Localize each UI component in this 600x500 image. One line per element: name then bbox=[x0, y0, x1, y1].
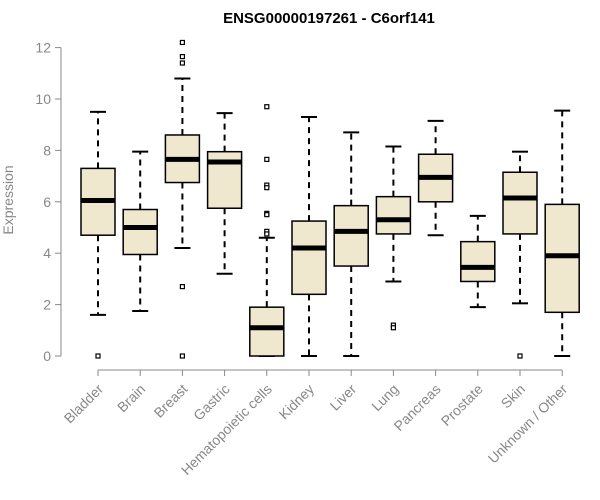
outlier-point bbox=[179, 39, 185, 46]
box-unknown-other bbox=[544, 109, 580, 357]
box-skin bbox=[502, 150, 538, 359]
y-tick-label: 10 bbox=[35, 91, 51, 107]
iqr-box bbox=[122, 208, 158, 256]
iqr-box bbox=[502, 171, 538, 235]
box-bladder bbox=[80, 110, 116, 359]
y-axis: 0 2 4 6 8 10 12 bbox=[35, 40, 62, 364]
x-tick-label: Kidney bbox=[276, 381, 318, 423]
chart-title: ENSG00000197261 - C6orf141 bbox=[223, 10, 435, 27]
y-tick-label: 6 bbox=[43, 194, 51, 210]
box-breast bbox=[164, 39, 201, 359]
outlier-point bbox=[179, 60, 185, 66]
outlier-point bbox=[517, 353, 523, 359]
iqr-box bbox=[333, 204, 369, 267]
box-kidney bbox=[291, 115, 327, 357]
x-tick-label: Unknown / Other bbox=[485, 381, 571, 467]
iqr-box bbox=[249, 306, 285, 357]
x-tick-label: Bladder bbox=[61, 381, 107, 427]
outlier-point bbox=[264, 185, 270, 191]
x-tick-label: Pancreas bbox=[391, 381, 444, 434]
y-axis-label: Expression bbox=[0, 165, 16, 234]
boxes-group bbox=[80, 39, 580, 359]
x-tick-label: Liver bbox=[327, 381, 360, 414]
x-tick-label: Prostate bbox=[438, 381, 486, 429]
box-gastric bbox=[206, 112, 243, 275]
y-tick-label: 4 bbox=[43, 245, 51, 261]
box-prostate bbox=[460, 214, 496, 309]
box-liver bbox=[333, 131, 369, 357]
iqr-box bbox=[544, 203, 580, 314]
outlier-point bbox=[179, 353, 185, 359]
iqr-box bbox=[291, 220, 327, 296]
box-lung bbox=[375, 145, 412, 331]
y-tick-label: 2 bbox=[43, 297, 51, 313]
outlier-point bbox=[264, 104, 270, 110]
outlier-point bbox=[179, 284, 185, 290]
box-pancreas bbox=[417, 119, 454, 237]
outlier-point bbox=[264, 231, 270, 237]
box-hematopoietic-cells bbox=[249, 104, 285, 357]
y-tick-label: 8 bbox=[43, 142, 51, 158]
outlier-point bbox=[95, 353, 101, 359]
iqr-box bbox=[375, 195, 412, 235]
x-tick-label: Skin bbox=[498, 381, 529, 412]
y-tick-label: 0 bbox=[43, 348, 51, 364]
x-tick-label: Lung bbox=[368, 381, 401, 414]
iqr-box bbox=[460, 240, 496, 283]
outlier-point bbox=[179, 53, 185, 60]
outlier-point bbox=[390, 325, 396, 331]
x-tick-label: Breast bbox=[151, 381, 191, 421]
y-tick-label: 12 bbox=[35, 40, 51, 56]
outlier-point bbox=[264, 156, 270, 162]
box-brain bbox=[122, 150, 158, 313]
x-tick-label: Brain bbox=[114, 381, 148, 415]
outlier-point bbox=[264, 212, 270, 218]
